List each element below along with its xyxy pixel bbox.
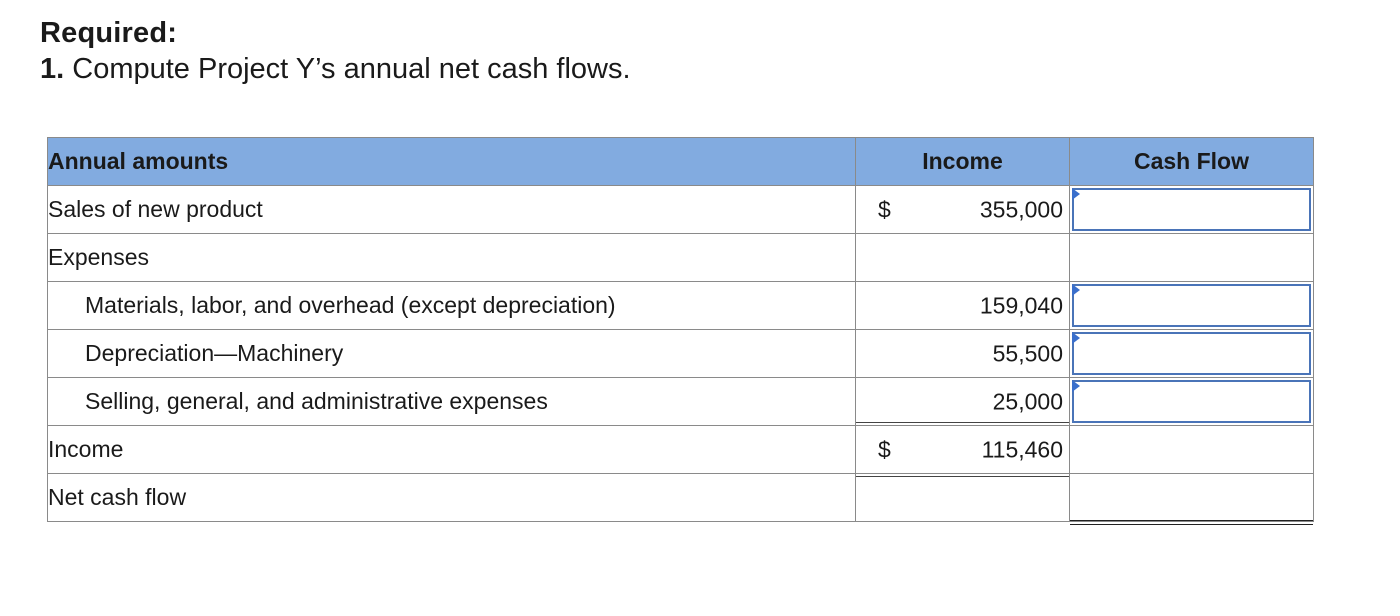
row-label-income: Income [47,425,856,474]
cash-flow-cell-sga [1069,377,1314,426]
input-marker-icon [1072,380,1080,392]
cash-flow-cell-expenses [1069,233,1314,282]
currency-symbol: $ [878,196,891,222]
table-header-row: Annual amounts Income Cash Flow [47,137,1314,186]
table-row: Depreciation—Machinery 55,500 [47,329,1314,378]
header-cash-flow: Cash Flow [1069,137,1314,186]
input-marker-icon [1072,332,1080,344]
question-number: 1. [40,53,65,85]
required-heading: Required: [40,17,178,49]
cash-flow-cell-income [1069,425,1314,474]
income-cell-expenses [855,233,1070,282]
cash-flow-cell-materials [1069,281,1314,330]
cash-flow-table: Annual amounts Income Cash Flow Sales of… [47,137,1314,526]
table-row: Expenses [47,233,1314,282]
cash-flow-input-sales[interactable] [1072,188,1311,231]
income-cell-sales: $ 355,000 [855,185,1070,234]
cash-flow-input-materials[interactable] [1072,284,1311,327]
row-label-depreciation: Depreciation—Machinery [47,329,856,378]
income-cell-sga: 25,000 [855,377,1070,426]
income-cell-total: $ 115,460 [855,422,1070,478]
income-value-depreciation: 55,500 [992,340,1063,366]
row-label-sga: Selling, general, and administrative exp… [47,377,856,426]
income-cell-materials: 159,040 [855,281,1070,330]
currency-symbol: $ [878,436,891,462]
cash-flow-input-depreciation[interactable] [1072,332,1311,375]
income-value-materials: 159,040 [979,292,1063,318]
table-row: Selling, general, and administrative exp… [47,377,1314,426]
header-income: Income [855,137,1070,186]
question-body: Compute Project Y’s annual net cash flow… [72,53,631,85]
table-row: Sales of new product $ 355,000 [47,185,1314,234]
cash-flow-input-sga[interactable] [1072,380,1311,423]
row-label-materials: Materials, labor, and overhead (except d… [47,281,856,330]
income-value-total: 115,460 [981,436,1063,462]
income-cell-net-cash-flow [855,473,1070,522]
cash-flow-cell-sales [1069,185,1314,234]
table-row: Income $ 115,460 [47,422,1314,478]
income-cell-depreciation: 55,500 [855,329,1070,378]
row-label-expenses: Expenses [47,233,856,282]
income-value-sga: 25,000 [992,388,1063,414]
row-label-sales: Sales of new product [47,185,856,234]
header-annual-amounts: Annual amounts [47,137,856,186]
cash-flow-cell-depreciation [1069,329,1314,378]
cash-flow-cell-net [1069,473,1314,526]
income-value-sales: 355,000 [979,196,1063,222]
input-marker-icon [1072,284,1080,296]
table-row: Net cash flow [47,473,1314,526]
table-row: Materials, labor, and overhead (except d… [47,281,1314,330]
input-marker-icon [1072,188,1080,200]
row-label-net-cash-flow: Net cash flow [47,473,856,522]
question-text: 1. Compute Project Y’s annual net cash f… [40,53,631,86]
